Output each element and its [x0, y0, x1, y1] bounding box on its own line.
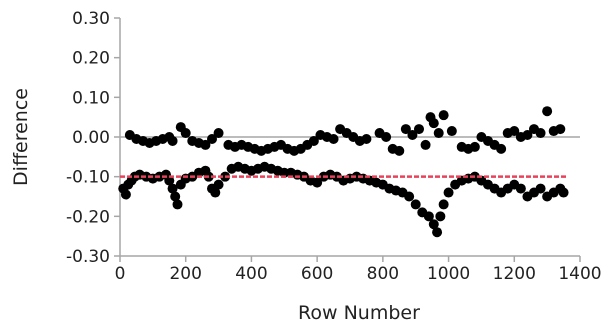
x-tick-label: 200 [169, 264, 201, 284]
data-point [535, 128, 546, 139]
data-point [308, 135, 319, 146]
x-axis-title: Row Number [298, 302, 420, 324]
tick-labels: 0.30 0.20 0.10 0.00 -0.10 -0.20 -0.300 200 400 60… [66, 9, 602, 284]
data-point [446, 126, 457, 137]
data-point [535, 183, 546, 194]
y-tick-label: -0.10 [66, 168, 110, 188]
data-point [312, 177, 323, 188]
x-tick-label: 600 [301, 264, 333, 284]
data-point [433, 128, 444, 139]
plot-area [118, 18, 580, 257]
data-point [410, 199, 421, 210]
data-point [428, 219, 439, 230]
y-tick-label: -0.30 [66, 247, 110, 267]
data-point [469, 141, 480, 152]
data-point [210, 187, 221, 198]
data-point [167, 135, 178, 146]
data-point [522, 130, 533, 141]
y-tick-label: 0.30 [72, 9, 110, 29]
x-tick-label: 800 [367, 264, 399, 284]
data-point [496, 143, 507, 154]
data-point [428, 118, 439, 129]
data-point [438, 110, 449, 121]
data-point [394, 145, 405, 156]
data-point [432, 227, 443, 238]
x-tick-label: 1000 [427, 264, 470, 284]
data-point [213, 179, 224, 190]
data-point [558, 187, 569, 198]
data-point [435, 211, 446, 222]
data-point [420, 139, 431, 150]
x-tick-label: 400 [235, 264, 267, 284]
y-tick-label: -0.20 [66, 207, 110, 227]
data-point [213, 128, 224, 139]
x-tick-label: 1400 [558, 264, 601, 284]
y-tick-label: 0.10 [72, 88, 110, 108]
data-point [542, 106, 553, 117]
data-point [170, 191, 181, 202]
data-point [423, 211, 434, 222]
data-point [400, 124, 411, 135]
y-tick-label: 0.20 [72, 49, 110, 69]
data-point [200, 139, 211, 150]
data-point [328, 133, 339, 144]
data-point [443, 187, 454, 198]
data-point [404, 191, 415, 202]
data-point [509, 126, 520, 137]
data-point [414, 124, 424, 135]
x-tick-label: 1200 [493, 264, 536, 284]
y-axis-title: Difference [10, 88, 32, 186]
data-point [381, 132, 392, 142]
data-point [207, 133, 217, 144]
data-point [438, 199, 449, 210]
data-point [555, 124, 566, 135]
data-point [172, 199, 183, 210]
x-tick-label: 0 [115, 264, 126, 284]
data-point [407, 130, 418, 141]
data-point [167, 183, 178, 194]
y-tick-label: 0.00 [72, 128, 110, 148]
data-point [164, 175, 175, 186]
data-point [515, 183, 526, 194]
data-point [361, 133, 372, 144]
data-point [120, 189, 131, 200]
data-point [180, 128, 191, 139]
